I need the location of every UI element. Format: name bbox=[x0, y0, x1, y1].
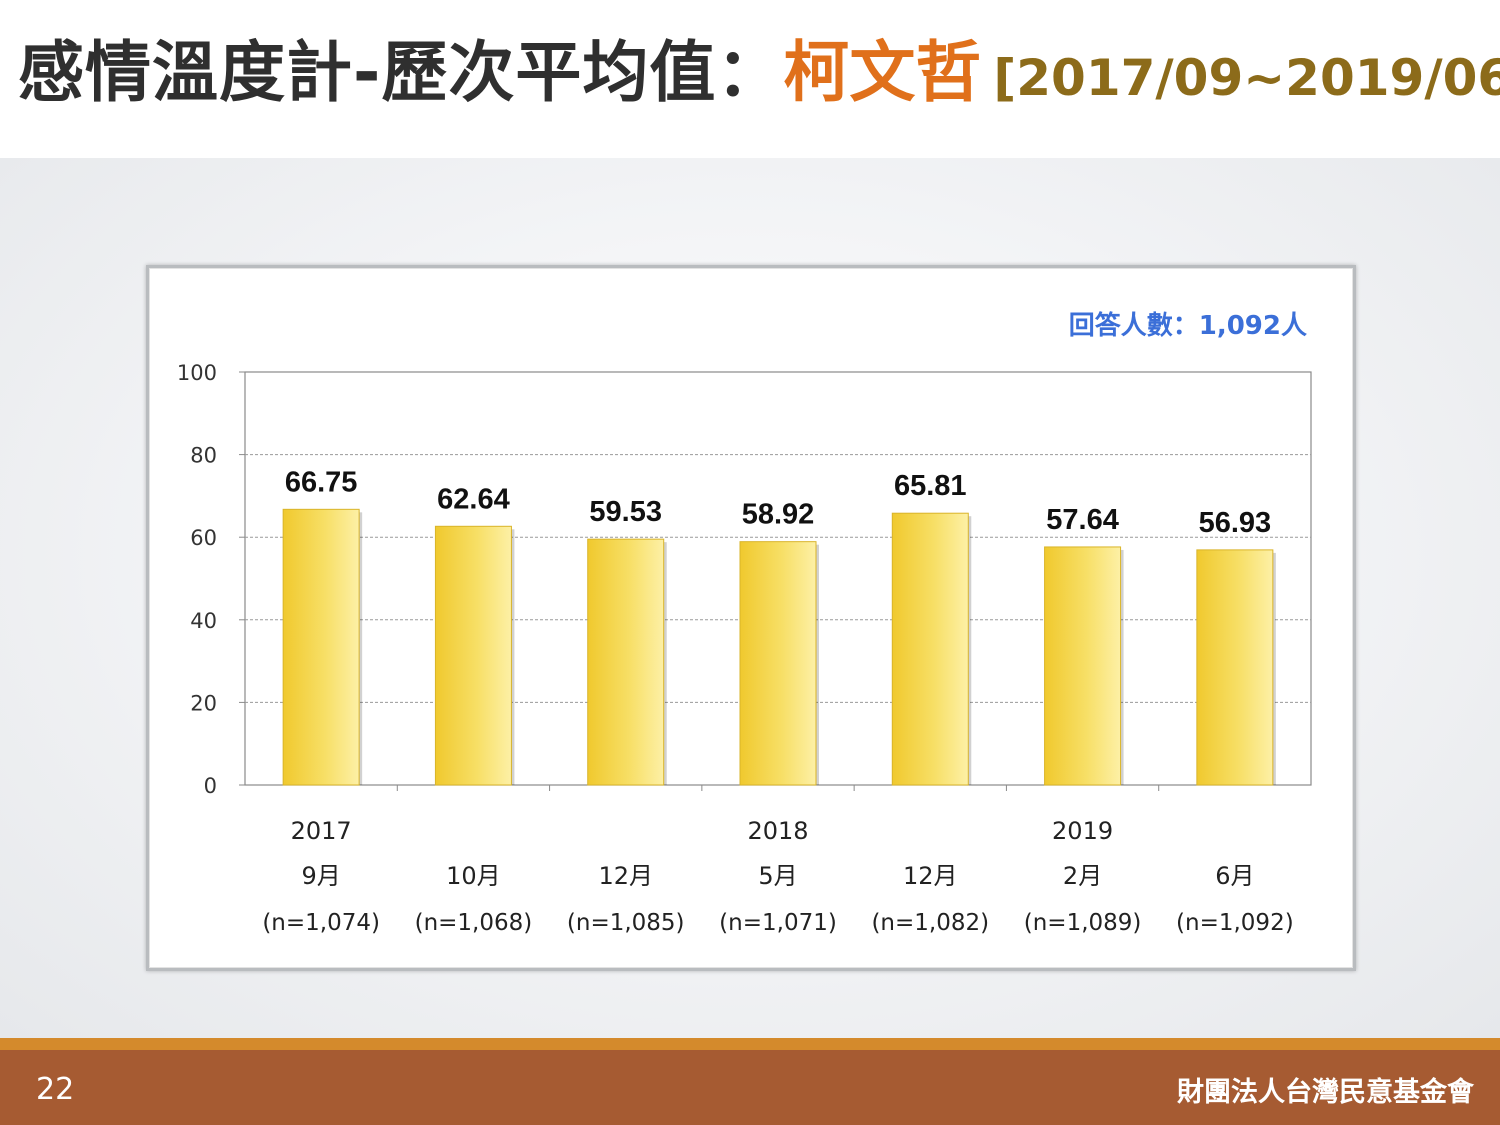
bar bbox=[282, 508, 360, 786]
chart-frame: 0 20 40 60 80 100 66.75 2017 9月 (n=1,074) 62.64 10月… bbox=[146, 265, 1356, 971]
y-tick-label: 60 bbox=[190, 526, 217, 550]
x-month-label: 12月 bbox=[598, 862, 653, 890]
y-tick-label: 0 bbox=[204, 774, 217, 798]
footer-accent-strip bbox=[0, 1038, 1500, 1050]
title-bar: 感情溫度計-歷次平均值：柯文哲 [2017/09~2019/06] bbox=[0, 0, 1500, 158]
y-tick-label: 20 bbox=[190, 691, 217, 715]
x-month-label: 9月 bbox=[302, 862, 341, 890]
data-label: 57.64 bbox=[1046, 504, 1119, 536]
data-label: 58.92 bbox=[742, 499, 815, 531]
x-sample-size-label: (n=1,082) bbox=[871, 910, 989, 936]
x-sample-size-label: (n=1,092) bbox=[1176, 910, 1294, 936]
x-month-label: 12月 bbox=[903, 862, 958, 890]
slide-title: 感情溫度計-歷次平均值：柯文哲 [2017/09~2019/06] bbox=[18, 40, 1500, 106]
x-month-label: 10月 bbox=[446, 862, 501, 890]
x-sample-size-label: (n=1,085) bbox=[567, 910, 685, 936]
bar bbox=[1196, 549, 1274, 786]
x-month-label: 5月 bbox=[758, 862, 797, 890]
x-month-label: 2月 bbox=[1063, 862, 1102, 890]
data-label: 65.81 bbox=[894, 470, 967, 502]
x-year-label: 2018 bbox=[747, 817, 808, 845]
x-sample-size-label: (n=1,074) bbox=[262, 910, 380, 936]
data-label: 66.75 bbox=[285, 466, 358, 498]
bar bbox=[739, 541, 817, 786]
x-month-label: 6月 bbox=[1215, 862, 1254, 890]
bar bbox=[1044, 546, 1122, 786]
footer-bar: 22 財團法人台灣民意基金會 bbox=[0, 1050, 1500, 1125]
x-sample-size-label: (n=1,071) bbox=[719, 910, 837, 936]
y-tick-label: 40 bbox=[190, 609, 217, 633]
bar bbox=[587, 538, 665, 786]
title-main: 感情溫度計-歷次平均值： bbox=[18, 34, 784, 111]
organization-name: 財團法人台灣民意基金會 bbox=[1177, 1077, 1474, 1108]
y-tick-label: 80 bbox=[190, 444, 217, 468]
title-date-range: [2017/09~2019/06] bbox=[993, 49, 1500, 107]
page-number: 22 bbox=[36, 1072, 75, 1107]
bar-chart: 0 20 40 60 80 100 66.75 2017 9月 (n=1,074) 62.64 10月… bbox=[177, 310, 1312, 936]
data-label: 62.64 bbox=[437, 483, 510, 515]
y-tick-label: 100 bbox=[177, 361, 217, 385]
x-year-label: 2017 bbox=[291, 817, 352, 845]
x-year-label: 2019 bbox=[1052, 817, 1113, 845]
bar bbox=[434, 525, 512, 786]
data-label: 56.93 bbox=[1199, 507, 1272, 539]
data-label: 59.53 bbox=[589, 496, 662, 528]
bar bbox=[891, 512, 969, 786]
x-sample-size-label: (n=1,068) bbox=[415, 910, 533, 936]
title-name: 柯文哲 bbox=[783, 34, 982, 111]
respondents-count: 回答人數：1,092人 bbox=[1069, 310, 1307, 341]
x-sample-size-label: (n=1,089) bbox=[1024, 910, 1142, 936]
